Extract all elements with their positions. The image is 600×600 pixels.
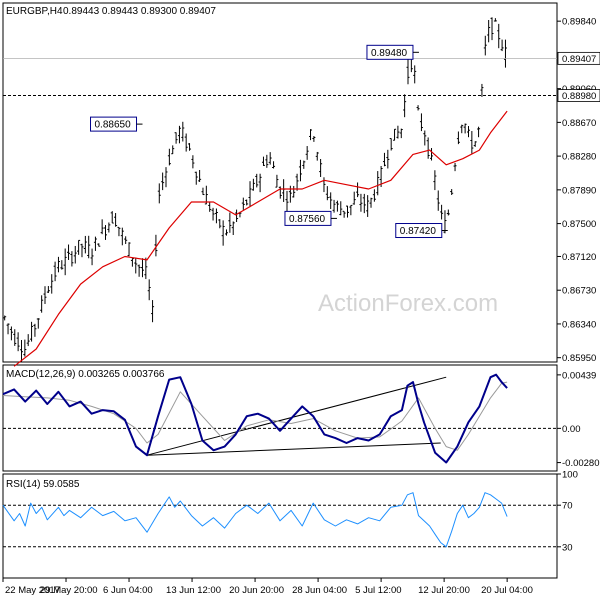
price-ytick-label: 0.87500 <box>562 219 596 230</box>
x-tick-label: 5 Jul 12:00 <box>355 585 401 596</box>
annotation-label: 0.87420 <box>400 226 437 237</box>
annotation-label: 0.89480 <box>371 48 408 59</box>
ohlc-label: 0.89443 0.89443 0.89300 0.89407 <box>63 6 216 17</box>
macd-layer <box>2 373 557 464</box>
current-price-tag: 0.89407 <box>562 54 596 65</box>
price-ytick-label: 0.85950 <box>562 353 596 364</box>
price-ytick-label: 0.88280 <box>562 152 596 163</box>
watermark: ActionForex.com <box>318 290 498 317</box>
price-layer: 0.88650 0.87560 0.89480 0.87420 <box>3 17 557 367</box>
x-tick-label: 13 Jun 12:00 <box>166 585 221 596</box>
price-ytick-label: 0.87890 <box>562 185 596 196</box>
macd-ytick-label: -0.002809 <box>562 458 600 469</box>
x-tick-label: 20 Jul 04:00 <box>481 585 533 596</box>
x-tick-label: 6 Jun 04:00 <box>103 585 153 596</box>
level-price-tag: 0.88980 <box>562 91 596 102</box>
symbol-label: EURGBP,H4 <box>6 6 63 17</box>
macd-title: MACD(12,26,9) 0.003265 0.003766 <box>6 369 165 380</box>
rsi-title: RSI(14) 59.0585 <box>6 479 80 490</box>
rsi-ytick-label: 30 <box>562 542 573 553</box>
annotation-label: 0.87560 <box>289 214 326 225</box>
macd-line <box>2 373 508 464</box>
axis-layer: 0.898400.890600.886700.882800.878900.875… <box>2 17 600 596</box>
rsi-ytick-label: 70 <box>562 501 573 512</box>
macd-trendline <box>146 442 441 456</box>
x-tick-label: 12 Jul 20:00 <box>418 585 470 596</box>
macd-trendline <box>146 376 447 456</box>
rsi-line <box>2 492 508 548</box>
price-ytick-label: 0.88670 <box>562 118 596 129</box>
annotation-label: 0.88650 <box>95 120 132 131</box>
rsi-layer <box>2 492 557 548</box>
price-ytick-label: 0.89840 <box>562 17 596 28</box>
panel-frames <box>2 2 558 579</box>
price-ytick-label: 0.86340 <box>562 319 596 330</box>
level-price-tag-box <box>557 89 600 102</box>
moving-average-line <box>13 110 508 367</box>
macd-ytick-label: 0.00 <box>562 424 581 435</box>
macd-ytick-label: 0.00439 <box>562 370 596 381</box>
x-tick-label: 20 Jun 20:00 <box>229 585 284 596</box>
price-ytick-label: 0.86730 <box>562 286 596 297</box>
x-tick-label: 29 May 20:00 <box>40 585 98 596</box>
rsi-ytick-label: 100 <box>562 470 578 481</box>
rsi-panel-frame <box>2 473 558 579</box>
x-tick-label: 22 May 2017 <box>5 585 60 596</box>
macd-panel-frame <box>2 364 558 472</box>
price-panel-frame <box>2 2 558 363</box>
price-ytick-label: 0.87120 <box>562 252 596 263</box>
current-price-tag-box <box>557 51 600 65</box>
x-tick-label: 28 Jun 04:00 <box>292 585 347 596</box>
